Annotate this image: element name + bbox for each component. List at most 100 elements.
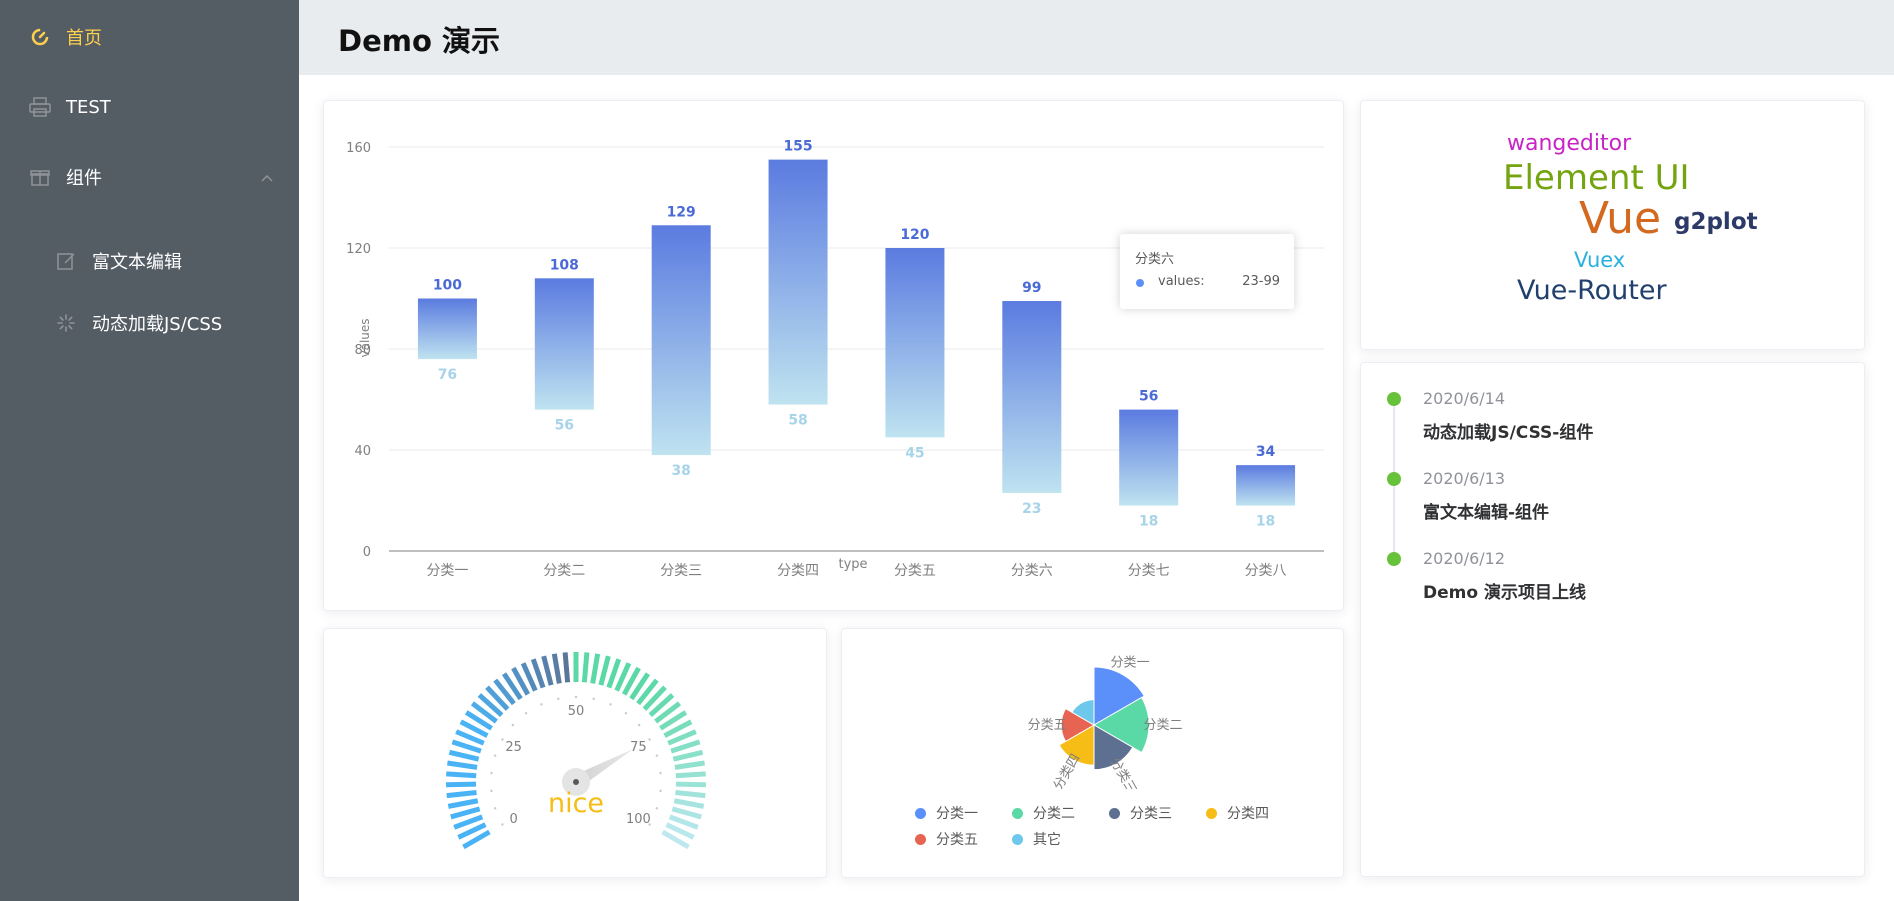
gauge-minor-tick <box>511 723 515 727</box>
gauge-tick <box>562 652 571 683</box>
gauge-tick <box>673 798 705 809</box>
gauge-tick <box>663 719 693 738</box>
gauge-tick <box>598 655 611 686</box>
gauge-tick <box>661 829 690 850</box>
bar[interactable] <box>1002 301 1062 493</box>
legend-marker <box>915 833 926 845</box>
pie-legend-item[interactable]: 分类二 <box>1012 803 1075 823</box>
bar-high-label: 129 <box>667 204 696 220</box>
tooltip-label: values: <box>1158 274 1205 289</box>
gauge-chart-card: 0 25 50 75 100 nice <box>323 628 827 878</box>
pie-legend-item[interactable]: 分类一 <box>915 803 978 823</box>
timeline-node <box>1387 552 1401 566</box>
sidebar-item-label: 组件 <box>66 168 102 189</box>
gauge-minor-tick <box>557 697 560 701</box>
gauge-tick <box>530 658 546 689</box>
bar-low-label: 56 <box>555 418 574 434</box>
bar[interactable] <box>885 248 945 438</box>
gauge-tick <box>675 789 706 799</box>
gauge-minor-tick <box>655 754 659 757</box>
word-cloud-word: Element UI <box>1503 158 1690 198</box>
pie-legend-item[interactable]: 分类五 <box>915 829 978 849</box>
gauge-tick <box>520 662 538 692</box>
bar-high-label: 56 <box>1139 389 1158 405</box>
gauge-value-label: nice <box>548 788 604 819</box>
gauge-tick <box>551 653 562 684</box>
pie-slice[interactable] <box>1093 696 1150 754</box>
sidebar-item-dynamic-load[interactable]: 动态加载JS/CSS <box>0 288 299 358</box>
gauge-minor-tick <box>501 738 504 741</box>
page-title: Demo 演示 <box>338 24 500 58</box>
gauge-tick <box>511 666 531 696</box>
legend-label: 分类一 <box>936 806 978 822</box>
y-axis-label: values <box>358 318 372 357</box>
pie-slice-label: 分类一 <box>1110 656 1149 671</box>
gauge-tick <box>668 814 699 830</box>
loading-icon <box>54 311 78 335</box>
y-tick-label: 80 <box>354 343 371 358</box>
pie-legend-item[interactable]: 分类四 <box>1206 803 1269 823</box>
gauge-minor-tick <box>659 789 662 793</box>
pie-legend-item[interactable]: 分类三 <box>1109 803 1172 823</box>
gauge-tick <box>581 652 590 683</box>
legend-label: 分类三 <box>1130 806 1172 822</box>
bar-low-label: 38 <box>671 463 690 479</box>
gauge-minor-tick <box>655 807 659 810</box>
y-tick-label: 0 <box>363 545 371 560</box>
gauge-tick <box>606 658 622 689</box>
sidebar-item-test[interactable]: TEST <box>0 72 299 142</box>
timeline-node <box>1387 392 1401 406</box>
gift-icon <box>28 165 52 189</box>
bar-high-label: 34 <box>1256 444 1276 460</box>
bar[interactable] <box>651 225 711 456</box>
sidebar-item-home[interactable]: 首页 <box>0 2 299 72</box>
x-tick-label: 分类五 <box>894 563 936 579</box>
bar[interactable] <box>417 298 477 360</box>
legend-label: 分类四 <box>1227 806 1269 822</box>
gauge-tick <box>447 760 478 770</box>
pie-slice[interactable] <box>1093 724 1134 771</box>
pie-legend-item[interactable]: 其它 <box>1012 829 1061 849</box>
pie-slice[interactable] <box>1071 699 1095 726</box>
gauge-tick <box>636 678 659 706</box>
gauge-tick <box>493 678 516 706</box>
gauge-tick <box>642 685 667 711</box>
word-cloud-word: Vuex <box>1574 248 1626 272</box>
gauge-tick <box>648 693 675 717</box>
pie-slice[interactable] <box>1058 724 1095 766</box>
x-tick-label: 分类六 <box>1011 563 1053 579</box>
bar-high-label: 120 <box>900 227 929 243</box>
pie-slice[interactable] <box>1093 666 1145 726</box>
gauge-minor-tick <box>490 771 493 775</box>
legend-marker <box>1012 807 1023 819</box>
y-tick-label: 40 <box>354 444 371 459</box>
x-tick-label: 分类四 <box>777 563 819 579</box>
gauge-tick <box>462 829 491 850</box>
bar-high-label: 100 <box>433 278 462 294</box>
gauge-minor-tick <box>659 771 662 775</box>
tooltip-marker <box>1136 279 1144 287</box>
bar-low-label: 18 <box>1139 514 1158 530</box>
gauge-tick <box>541 655 554 686</box>
bar[interactable] <box>1119 409 1179 506</box>
timeline-content: 富文本编辑-组件 <box>1423 503 1550 523</box>
bar[interactable] <box>534 278 594 410</box>
sidebar-item-rich-text[interactable]: 富文本编辑 <box>0 226 299 296</box>
word-cloud-word: Vue <box>1579 193 1662 244</box>
x-tick-label: 分类三 <box>660 563 702 579</box>
bar[interactable] <box>768 159 828 405</box>
timeline-timestamp: 2020/6/12 <box>1423 549 1506 568</box>
bar[interactable] <box>1236 465 1296 506</box>
chart-tooltip: 分类六 values: 23-99 <box>1120 234 1294 309</box>
bar-low-label: 45 <box>905 445 924 461</box>
gauge-minor-tick <box>648 823 651 826</box>
pie-slice[interactable] <box>1060 707 1095 743</box>
gauge-minor-tick <box>490 789 493 793</box>
bar-low-label: 76 <box>438 367 457 383</box>
x-axis-label: type <box>838 557 867 572</box>
bar-high-label: 155 <box>783 139 812 155</box>
timeline-timestamp: 2020/6/14 <box>1423 389 1506 408</box>
word-cloud-word: Vue-Router <box>1517 275 1667 306</box>
gauge-tick <box>675 781 707 788</box>
sidebar-item-components[interactable]: 组件 <box>0 142 299 212</box>
